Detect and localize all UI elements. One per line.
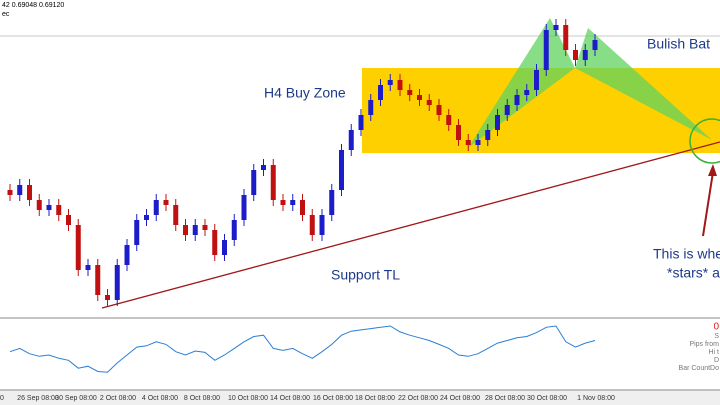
x-tick-label: 14 Oct 08:00 xyxy=(270,395,310,402)
candle-body xyxy=(280,200,286,205)
candle-body xyxy=(563,25,569,50)
indicator-label: D xyxy=(714,357,719,364)
candle-body xyxy=(456,125,461,140)
x-tick-label: 8 Oct 08:00 xyxy=(184,395,220,402)
candle-body xyxy=(46,205,52,210)
header: 42 0.69048 0.69120 xyxy=(2,2,64,9)
x-tick-label: 4 Oct 08:00 xyxy=(142,395,178,402)
candle-body xyxy=(66,215,71,225)
candle-body xyxy=(173,205,179,225)
candle-body xyxy=(397,80,403,90)
annotation: *stars* al xyxy=(667,265,720,281)
candle-body xyxy=(290,200,296,205)
x-tick-label: 1 Nov 08:00 xyxy=(577,395,615,402)
circle xyxy=(689,118,720,164)
x-tick-label: 30 Sep 08:00 xyxy=(55,395,97,402)
candle-body xyxy=(465,140,471,145)
x-tick-label: 24 Oct 08:00 xyxy=(440,395,480,402)
candle-body xyxy=(241,195,247,220)
candles xyxy=(7,19,598,306)
candle-body xyxy=(329,190,335,215)
candle-body xyxy=(251,170,257,195)
candle-body xyxy=(105,295,110,300)
candle-body xyxy=(95,265,101,295)
candle-body xyxy=(387,80,393,85)
candle-body xyxy=(378,85,383,100)
candle-body xyxy=(192,225,198,235)
arrow xyxy=(702,171,714,237)
candle-body xyxy=(319,215,325,235)
annotation: This is whe xyxy=(653,246,720,262)
candle-body xyxy=(348,130,354,150)
x-tick-label: 28 Oct 08:00 xyxy=(485,395,525,402)
indicator-label: S xyxy=(714,333,719,340)
time-bar xyxy=(0,390,720,405)
candle-body xyxy=(163,200,169,205)
candle-body xyxy=(300,200,305,215)
candle-body xyxy=(124,245,130,265)
candle-body xyxy=(309,215,315,235)
candle-body xyxy=(543,30,549,70)
annotation: Support TL xyxy=(331,267,400,283)
candle-body xyxy=(407,90,413,95)
candle-body xyxy=(231,220,237,240)
x-tick-label: 18 Oct 08:00 xyxy=(355,395,395,402)
candle-body xyxy=(75,225,81,270)
x-tick-label: 26 Sep 08:00 xyxy=(17,395,59,402)
candle-body xyxy=(17,185,23,195)
candle-body xyxy=(202,225,208,230)
candle-body xyxy=(573,50,578,60)
candle-body xyxy=(27,185,32,200)
x-tick-label: 10 Oct 08:00 xyxy=(228,395,268,402)
arrow-head xyxy=(708,164,717,176)
candle-body xyxy=(114,265,120,300)
annotation: Bulish Bat xyxy=(647,36,710,52)
candle-body xyxy=(261,165,266,170)
candle-body xyxy=(270,165,276,200)
indicator-label: Pips from xyxy=(689,341,719,348)
x-tick-label: 16 Oct 08:00 xyxy=(313,395,353,402)
candle-body xyxy=(7,190,13,195)
candle-body xyxy=(485,130,491,140)
candle-body xyxy=(144,215,149,220)
x-tick-label: 22 Oct 08:00 xyxy=(398,395,438,402)
candle-body xyxy=(417,95,422,100)
candle-body xyxy=(183,225,188,235)
indicator-line xyxy=(9,325,596,373)
candle-body xyxy=(504,105,510,115)
header: ec xyxy=(2,11,10,18)
candle-body xyxy=(56,205,62,215)
candle-body xyxy=(368,100,374,115)
bat-leg xyxy=(575,28,712,140)
candle-body xyxy=(592,40,598,50)
x-tick-label: 30 Oct 08:00 xyxy=(527,395,567,402)
candle-body xyxy=(339,150,344,190)
candle-body xyxy=(36,200,42,210)
candle-body xyxy=(582,50,588,60)
candle-body xyxy=(514,95,520,105)
candle-body xyxy=(436,105,442,115)
candle-body xyxy=(212,230,218,255)
candle-body xyxy=(134,220,140,245)
candle-body xyxy=(222,240,227,255)
candle-body xyxy=(553,25,559,30)
candle-body xyxy=(524,90,530,95)
candle-body xyxy=(495,115,500,130)
candle-body xyxy=(358,115,364,130)
indicator-label: 0 xyxy=(713,322,719,333)
candle-body xyxy=(475,140,481,145)
candle-body xyxy=(446,115,452,125)
support-trendline xyxy=(101,141,720,309)
indicator-label: Bar CountDo xyxy=(679,365,720,372)
annotation: H4 Buy Zone xyxy=(264,85,346,101)
candle-body xyxy=(85,265,91,270)
x-tick-label: 2 Oct 08:00 xyxy=(100,395,136,402)
x-tick-label: 0 xyxy=(0,395,4,402)
indicator-label: Hi t xyxy=(709,349,720,356)
candle-body xyxy=(153,200,159,215)
candle-body xyxy=(534,70,539,90)
candle-body xyxy=(426,100,432,105)
